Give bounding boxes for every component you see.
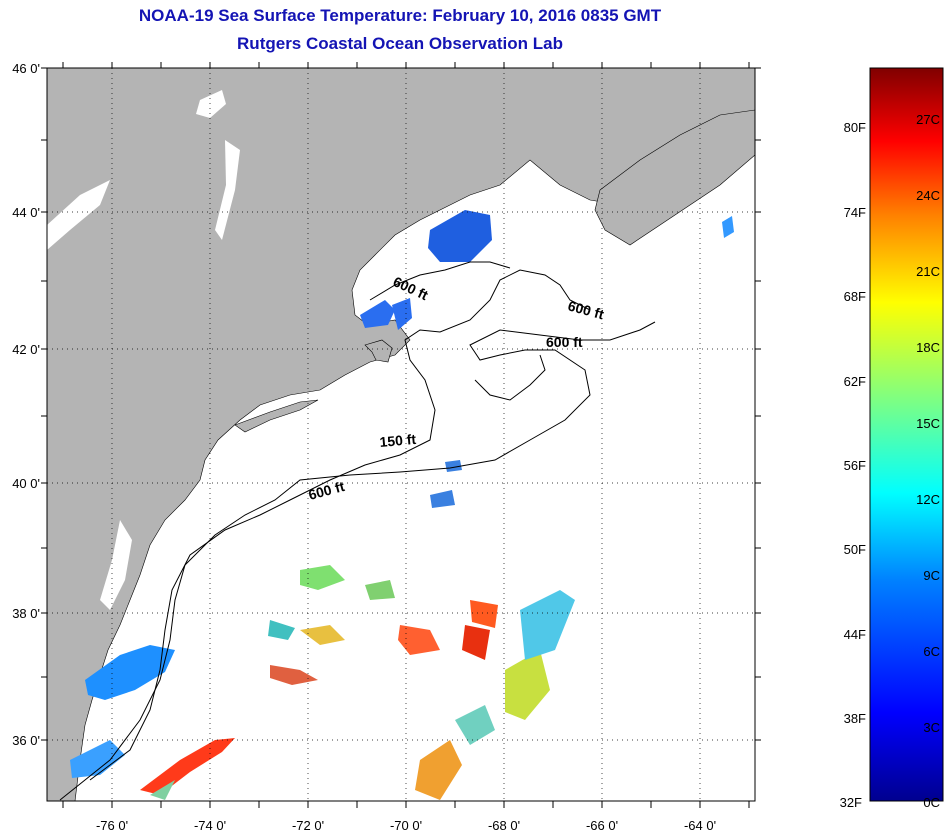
- land-long-island: [234, 399, 319, 433]
- lon-label: -64 0': [684, 818, 716, 833]
- colorbar-f-label: 80F: [844, 120, 866, 135]
- lat-label: 42 0': [12, 342, 40, 357]
- sst-patch: [415, 740, 462, 800]
- sst-patch: [520, 590, 575, 660]
- colorbar-c-label: 6C: [923, 644, 940, 659]
- sst-patch: [300, 565, 345, 590]
- sst-patch: [140, 738, 235, 795]
- axis-ticks: [41, 62, 761, 808]
- lat-label: 38 0': [12, 606, 40, 621]
- colorbar-f-label: 68F: [844, 289, 866, 304]
- colorbar-f-label: 38F: [844, 711, 866, 726]
- lon-label: -76 0': [96, 818, 128, 833]
- colorbar-f-label: 50F: [844, 542, 866, 557]
- map-subtitle: Rutgers Coastal Ocean Observation Lab: [237, 34, 563, 53]
- sst-patch: [300, 625, 345, 645]
- map-frame: [46, 67, 756, 802]
- sst-patch: [70, 740, 125, 778]
- land-mainland: [47, 68, 755, 801]
- colorbar-f-label: 74F: [844, 205, 866, 220]
- colorbar-gradient: [869, 67, 944, 802]
- lon-label: -70 0': [390, 818, 422, 833]
- sst-patch: [505, 650, 550, 720]
- lon-label: -66 0': [586, 818, 618, 833]
- lat-label: 36 0': [12, 733, 40, 748]
- sst-patch: [428, 210, 492, 262]
- colorbar-c-label: 18C: [916, 340, 940, 355]
- colorbar-c-label: 21C: [916, 264, 940, 279]
- colorbar-f-label: 32F: [840, 795, 862, 810]
- lake: [215, 140, 240, 240]
- sst-patch: [398, 625, 440, 655]
- map-title: NOAA-19 Sea Surface Temperature: Februar…: [138, 6, 662, 25]
- colorbar-c-label: 15C: [916, 416, 940, 431]
- colorbar-c-label: 12C: [916, 492, 940, 507]
- colorbar-f-label: 56F: [844, 458, 866, 473]
- lat-label: 46 0': [12, 61, 40, 76]
- sst-patch: [470, 600, 498, 628]
- lake: [100, 520, 132, 610]
- land-cape-cod: [364, 339, 393, 363]
- sst-patch: [455, 705, 495, 745]
- lon-label: -74 0': [194, 818, 226, 833]
- sst-patch: [365, 580, 395, 600]
- colorbar-c-label: 24C: [916, 188, 940, 203]
- sst-patch: [430, 490, 455, 508]
- colorbar-c-label: 0C: [923, 795, 940, 810]
- lake: [196, 90, 226, 118]
- sst-patch: [268, 620, 295, 640]
- colorbar-c-label: 3C: [923, 720, 940, 735]
- sst-patch: [150, 780, 175, 800]
- lat-label: 44 0': [12, 205, 40, 220]
- colorbar-c-label: 9C: [923, 568, 940, 583]
- lon-label: -72 0': [292, 818, 324, 833]
- sst-patch: [722, 216, 734, 238]
- contour-label: 150 ft: [379, 431, 417, 450]
- lat-label: 40 0': [12, 476, 40, 491]
- colorbar: 80F 74F 68F 62F 56F 50F 44F 38F 32F 27C …: [840, 67, 944, 810]
- sst-patch: [360, 300, 395, 328]
- land-nova-scotia: [594, 109, 755, 246]
- colorbar-f-label: 62F: [844, 374, 866, 389]
- map-panel: 600 ft 600 ft 600 ft 150 ft 600 ft: [47, 68, 755, 801]
- graticule: [47, 68, 755, 801]
- colorbar-f-label: 44F: [844, 627, 866, 642]
- sst-patch: [270, 665, 318, 685]
- contour-label: 600 ft: [546, 334, 583, 350]
- lon-label: -68 0': [488, 818, 520, 833]
- sst-patch: [392, 298, 412, 330]
- bathymetry-contours: [59, 261, 656, 801]
- sst-patch: [445, 460, 462, 472]
- lake: [47, 180, 110, 250]
- colorbar-c-label: 27C: [916, 112, 940, 127]
- sst-patch: [462, 625, 490, 660]
- sst-patch: [85, 645, 175, 700]
